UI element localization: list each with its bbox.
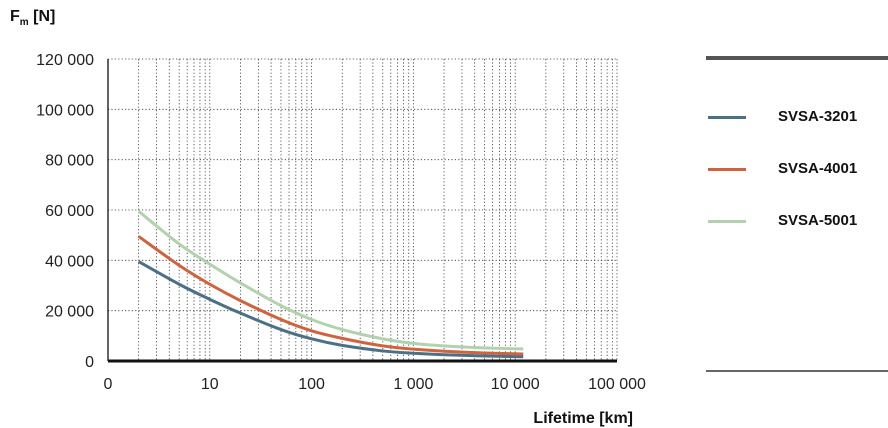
- y-tick-label: 80 000: [45, 153, 94, 170]
- legend-item-svsa-3201: SVSA-3201: [706, 108, 888, 128]
- legend-item-svsa-4001: SVSA-4001: [706, 160, 888, 180]
- x-tick-label: 100: [298, 376, 325, 393]
- legend-top-rule: [706, 56, 888, 60]
- x-tick-label: 10 000: [491, 376, 540, 393]
- legend-item-svsa-5001: SVSA-5001: [706, 212, 888, 232]
- series-line-svsa-4001: [137, 235, 524, 356]
- series-line-svsa-5001: [137, 210, 524, 351]
- legend-swatch-svsa-3201: [708, 116, 746, 119]
- legend-swatch-svsa-5001: [708, 220, 746, 223]
- legend-label-svsa-4001: SVSA-4001: [778, 160, 858, 177]
- y-tick-label: 100 000: [36, 102, 94, 119]
- x-tick-label: 1 000: [393, 376, 433, 393]
- grid: [108, 58, 618, 361]
- y-axis-label-main: F: [10, 8, 20, 25]
- y-tick-label: 120 000: [36, 52, 94, 69]
- x-tick-label: 10: [201, 376, 219, 393]
- y-axis-label-subscript: m: [19, 17, 29, 29]
- legend: SVSA-3201 SVSA-4001 SVSA-5001: [706, 56, 888, 372]
- y-axis-label-unit: [N]: [33, 8, 56, 25]
- x-tick-label: 0: [104, 376, 113, 393]
- y-tick-label: 40 000: [45, 253, 94, 270]
- y-tick-label: 20 000: [45, 304, 94, 321]
- legend-label-svsa-3201: SVSA-3201: [778, 108, 858, 125]
- x-axis-label: Lifetime [km]: [533, 410, 633, 427]
- y-tick-label: 60 000: [45, 203, 94, 220]
- series-line-svsa-3201: [137, 260, 524, 359]
- legend-swatch-svsa-4001: [708, 168, 746, 171]
- y-tick-label: 0: [85, 354, 94, 371]
- x-tick-label: 100 000: [588, 376, 646, 393]
- legend-bottom-rule: [706, 370, 888, 372]
- legend-label-svsa-5001: SVSA-5001: [778, 212, 858, 229]
- y-axis-label: Fm [N]: [10, 8, 55, 28]
